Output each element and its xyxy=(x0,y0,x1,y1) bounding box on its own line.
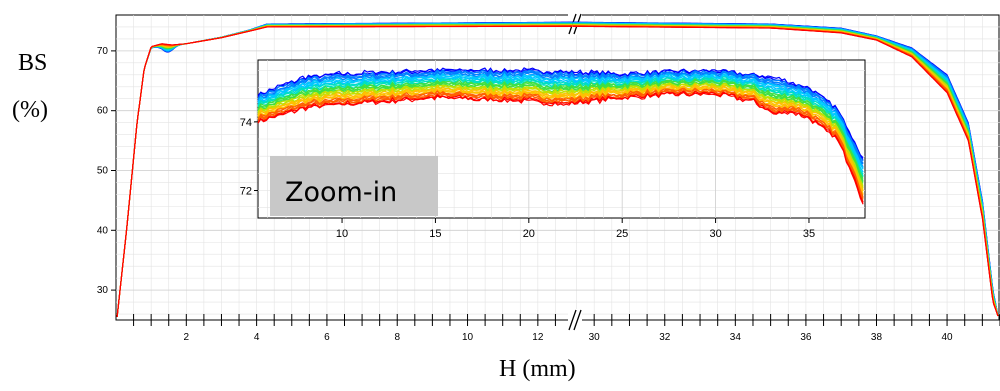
zoom-in-annotation-text: Zoom-in xyxy=(285,177,397,208)
inset-series-line xyxy=(257,89,864,203)
x-tick-label: 10 xyxy=(462,332,474,343)
x-tick-label: 30 xyxy=(589,332,601,343)
x-tick-label: 36 xyxy=(800,332,812,343)
x-axis-label: H (mm) xyxy=(499,356,576,382)
inset-series-line xyxy=(257,77,864,177)
inset-x-tick-label: 25 xyxy=(616,228,628,240)
axis-break-bg xyxy=(568,309,582,331)
main-series-line xyxy=(116,25,999,318)
inset-series-line xyxy=(257,67,864,160)
zoom-in-annotation-box xyxy=(270,156,438,216)
axis-break-slash xyxy=(573,309,582,331)
y-tick-label: 60 xyxy=(97,106,109,117)
x-tick-label: 6 xyxy=(324,332,330,343)
y-axis-label-unit: (%) xyxy=(12,97,48,123)
inset-x-tick-label: 30 xyxy=(709,228,721,240)
y-tick-label: 30 xyxy=(97,285,109,296)
x-tick-label: 40 xyxy=(942,332,954,343)
inset-series-line xyxy=(257,77,864,178)
y-tick-label: 50 xyxy=(97,165,109,176)
inset-series-line xyxy=(257,86,864,194)
main-series-group xyxy=(116,21,999,318)
x-tick-label: 38 xyxy=(871,332,883,343)
inset-series-line xyxy=(257,73,864,170)
bottom-axis-break-marker xyxy=(568,309,582,331)
inset-x-tick-label: 10 xyxy=(336,228,348,240)
x-tick-label: 8 xyxy=(394,332,400,343)
inset-series-group xyxy=(257,67,864,205)
x-tick-label: 2 xyxy=(184,332,190,343)
inset-series-line xyxy=(257,87,864,198)
inset-series-line xyxy=(257,83,864,191)
inset-x-tick-label: 15 xyxy=(429,228,441,240)
inset-series-line xyxy=(257,83,864,189)
inset-series-line xyxy=(257,81,864,184)
x-tick-label: 12 xyxy=(532,332,544,343)
inset-y-tick-label: 72 xyxy=(240,186,252,198)
inset-series-line xyxy=(257,82,864,188)
inset-series-line xyxy=(257,76,864,175)
x-tick-label: 32 xyxy=(659,332,671,343)
x-tick-label: 4 xyxy=(254,332,260,343)
x-tick-label: 34 xyxy=(730,332,742,343)
inset-x-tick-label: 35 xyxy=(803,228,815,240)
y-tick-label: 70 xyxy=(97,46,109,57)
inset-series-line xyxy=(257,91,864,205)
inset-y-tick-label: 74 xyxy=(240,117,252,129)
y-tick-label: 40 xyxy=(97,225,109,236)
axis-break-slash xyxy=(568,309,577,331)
inset-x-tick-label: 20 xyxy=(523,228,535,240)
inset-plot-group: 10 15 20 25 30 35 72 74 Zoom-in xyxy=(240,59,866,240)
y-axis-label-bs: BS xyxy=(18,50,48,76)
